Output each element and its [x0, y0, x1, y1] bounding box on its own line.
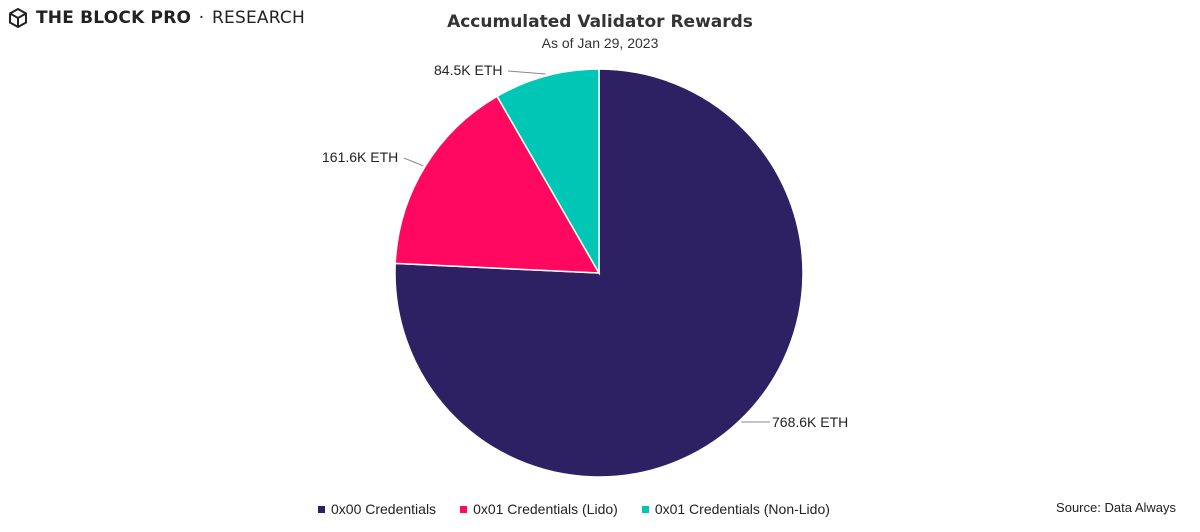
data-label-lido: 161.6K ETH — [322, 149, 398, 165]
legend-item-0x00: 0x00 Credentials — [318, 501, 436, 517]
legend-swatch-nonlido — [641, 505, 649, 513]
legend-swatch-lido — [460, 505, 468, 513]
legend: 0x00 Credentials 0x01 Credentials (Lido)… — [318, 500, 830, 518]
pie-slice-nonlido — [496, 68, 600, 276]
data-label-nonlido: 84.5K ETH — [434, 62, 502, 78]
brand-subname: RESEARCH — [212, 8, 305, 28]
brand-separator: · — [198, 8, 205, 28]
chart-subtitle: As of Jan 29, 2023 — [541, 35, 659, 51]
legend-label-lido: 0x01 Credentials (Lido) — [473, 501, 618, 517]
legend-label-0x00: 0x00 Credentials — [331, 501, 437, 517]
legend-label-nonlido: 0x01 Credentials (Non-Lido) — [654, 501, 830, 517]
leader-line-nonlido — [507, 70, 546, 75]
legend-item-nonlido: 0x01 Credentials (Non-Lido) — [641, 501, 830, 517]
brand-name: THE BLOCK PRO — [36, 8, 192, 28]
legend-swatch-0x00 — [318, 505, 325, 513]
source-note: Source: Data Always — [1056, 500, 1176, 515]
chart-title: Accumulated Validator Rewards — [447, 12, 753, 32]
cube-icon — [9, 8, 27, 28]
pie-slice-lido — [394, 95, 601, 274]
legend-item-lido: 0x01 Credentials (Lido) — [460, 501, 618, 517]
leader-line-lido — [403, 157, 424, 167]
data-label-0x00: 768.6K ETH — [772, 414, 848, 430]
brand-logo: THE BLOCK PRO · RESEARCH — [8, 8, 305, 28]
